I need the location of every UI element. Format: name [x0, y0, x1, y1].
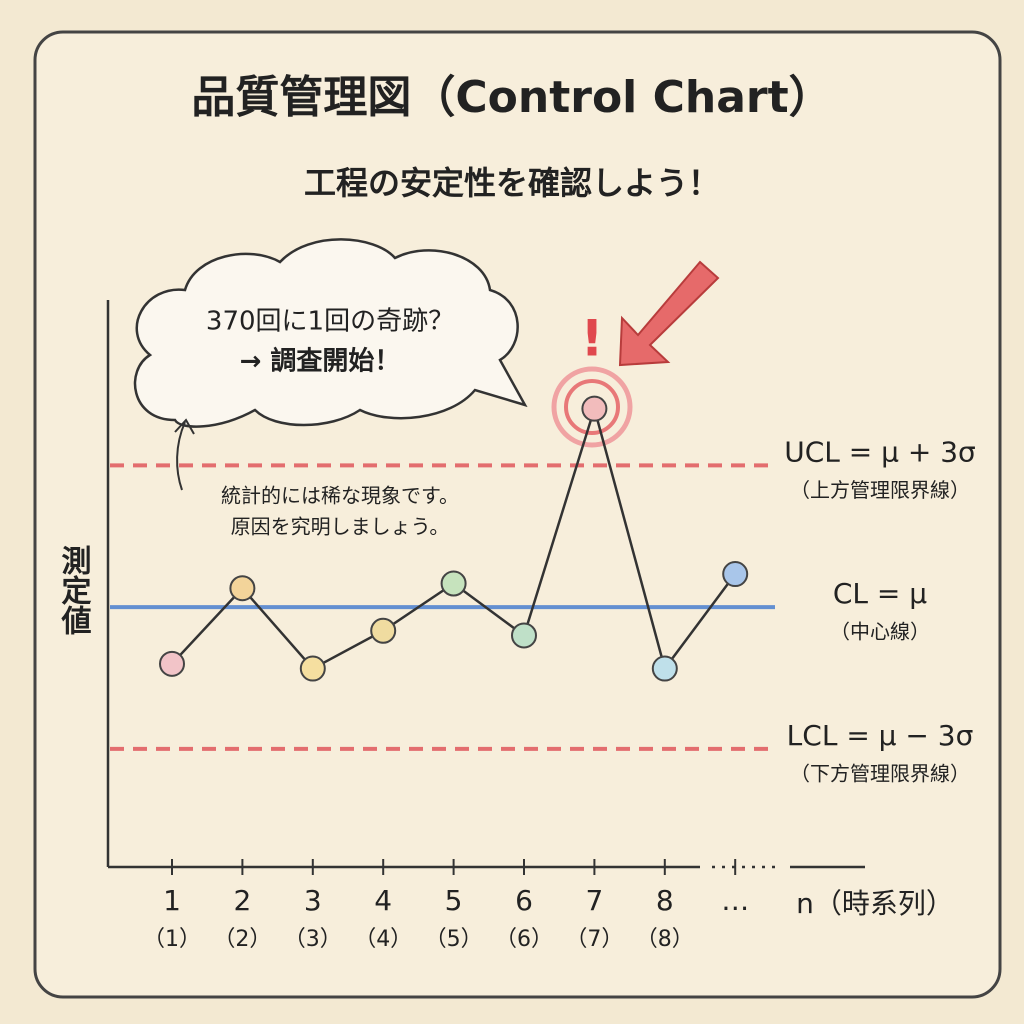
x-tick-label: 4: [374, 884, 392, 917]
control-line-label: CL = μ: [833, 577, 927, 610]
control-line-label: UCL = μ + 3σ: [784, 435, 976, 468]
data-point: [440, 570, 467, 597]
x-tick-label: 5: [445, 884, 463, 917]
x-tick-sublabel: （1）: [143, 927, 201, 952]
x-tick-label: …: [721, 884, 749, 917]
x-tick-sublabel: （6）: [495, 927, 553, 952]
x-tick-label: 1: [163, 884, 181, 917]
highlight-ring: [564, 379, 620, 435]
bubble-text: → 調査開始！: [240, 346, 401, 377]
note-text: 統計的には稀な現象です。: [221, 484, 459, 508]
chart-subtitle: 工程の安定性を確認しよう！: [304, 164, 720, 202]
chart-title: 品質管理図（Control Chart）: [191, 72, 832, 123]
data-point: [581, 395, 608, 422]
x-tick-sublabel: （4）: [354, 927, 412, 952]
x-tick-sublabel: （5）: [425, 927, 483, 952]
data-point: [229, 575, 256, 602]
x-tick-sublabel: （2）: [213, 927, 271, 952]
bubble-text: 370回に1回の奇跡？: [206, 307, 454, 337]
data-point: [651, 655, 678, 682]
x-tick-label: 3: [304, 884, 322, 917]
x-axis-label: n（時系列）: [796, 887, 954, 920]
alert-mark: !: [581, 310, 604, 368]
highlight-ring: [551, 366, 633, 448]
x-tick-label: 7: [585, 884, 603, 917]
speech-bubble: [133, 238, 528, 428]
control-line-label: LCL = μ − 3σ: [787, 719, 974, 752]
data-point: [722, 561, 749, 588]
x-tick-sublabel: （3）: [284, 927, 342, 952]
y-axis-label: 測定値: [56, 545, 93, 635]
x-tick-sublabel: （7）: [565, 927, 623, 952]
x-tick-sublabel: （8）: [636, 927, 694, 952]
note-arrow: [174, 418, 195, 491]
control-line-sublabel: （上方管理限界線）: [790, 478, 970, 502]
x-tick-label: 8: [656, 884, 674, 917]
data-point: [370, 617, 397, 644]
control-line-sublabel: （中心線）: [830, 620, 930, 644]
alert-arrow: [618, 260, 720, 367]
x-tick-label: 2: [233, 884, 251, 917]
note-text: 原因を究明しましょう。: [231, 515, 450, 539]
data-point: [159, 650, 185, 677]
control-line-sublabel: （下方管理限界線）: [790, 761, 970, 785]
x-tick-label: 6: [515, 884, 533, 917]
data-point: [299, 655, 326, 682]
data-point: [511, 622, 537, 649]
